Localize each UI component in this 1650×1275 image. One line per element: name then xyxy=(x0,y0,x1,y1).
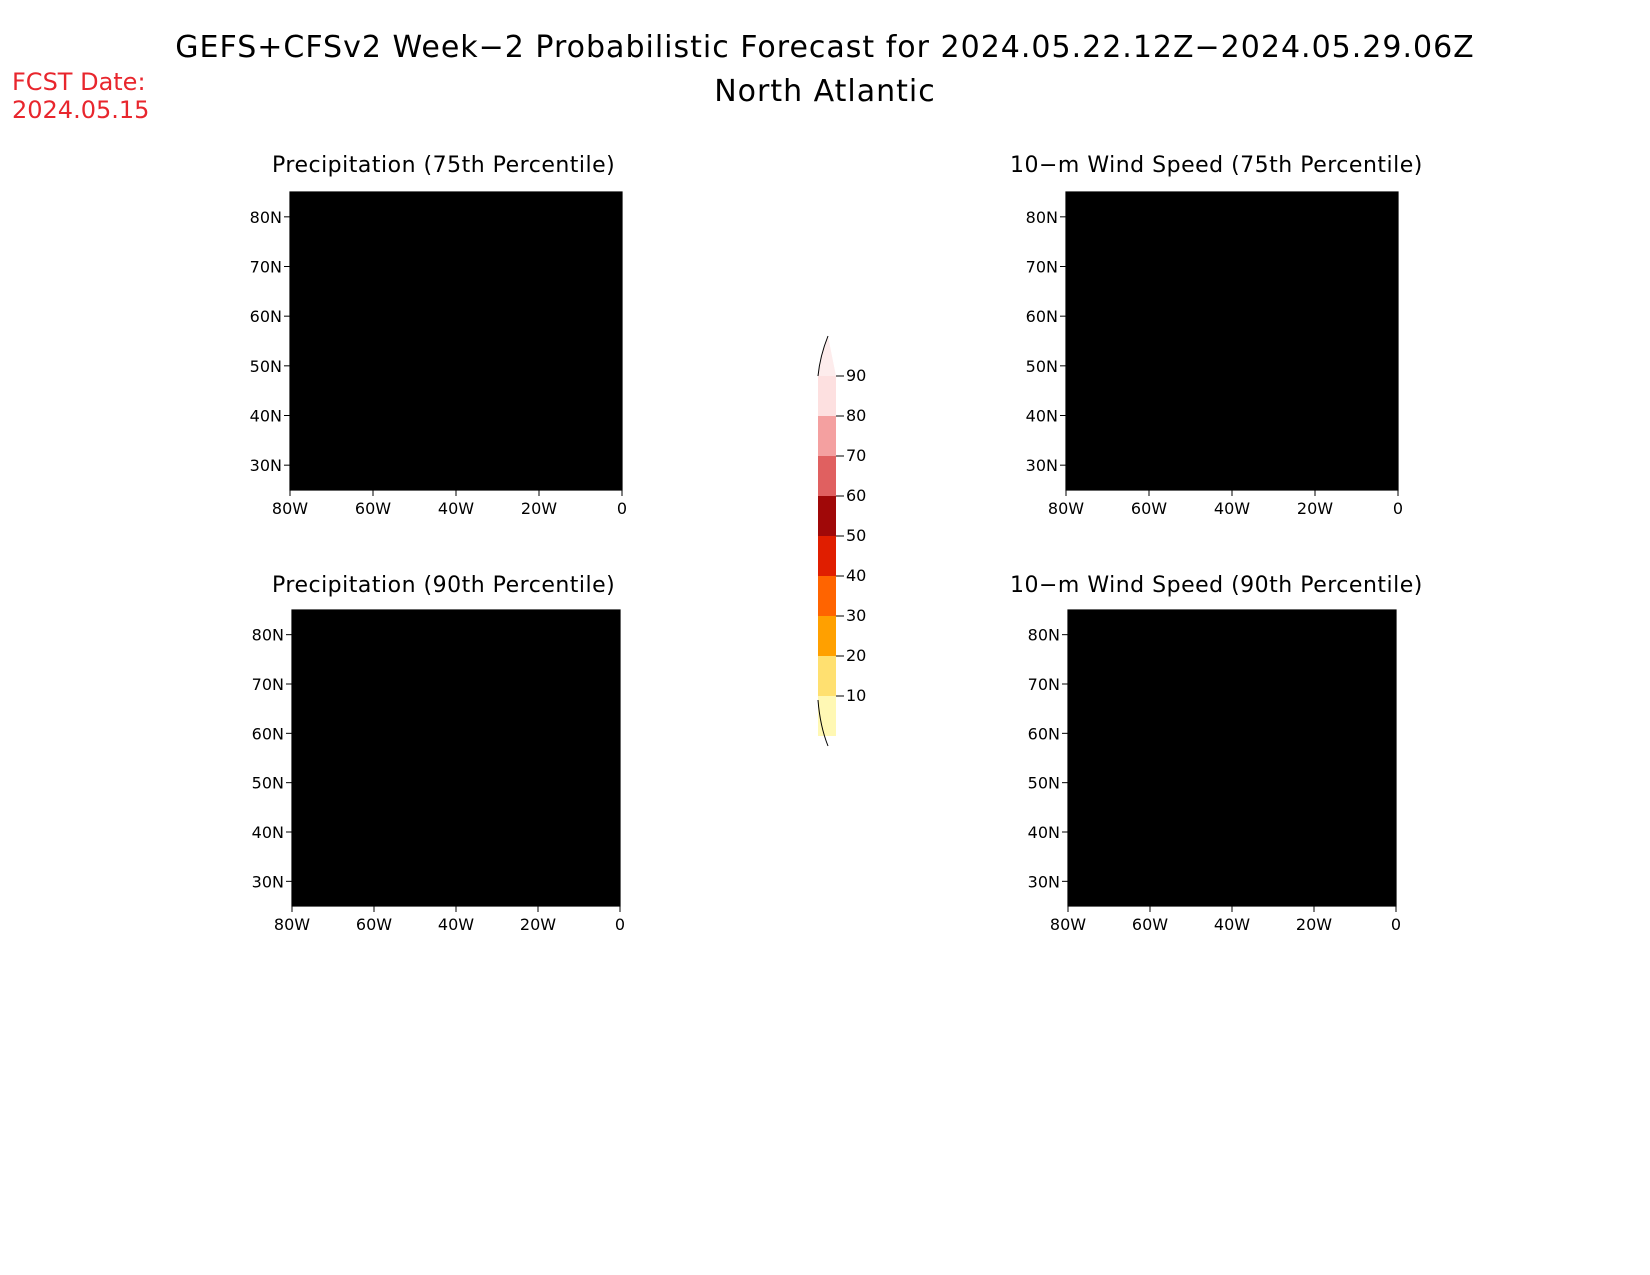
lat-tick-label: 40N xyxy=(1028,823,1060,842)
lat-tick-label: 30N xyxy=(250,456,282,475)
coastline-iberia xyxy=(1345,389,1398,490)
lat-tick-label: 70N xyxy=(252,675,284,694)
lon-tick-label: 0 xyxy=(617,499,627,518)
shading-wind75 xyxy=(1066,192,1398,490)
lat-tick-label: 40N xyxy=(1026,407,1058,426)
lat-tick-label: 80N xyxy=(252,626,284,645)
lat-tick-label: 30N xyxy=(1028,872,1060,891)
lat-tick-label: 50N xyxy=(1026,357,1058,376)
lon-tick-label: 80W xyxy=(1048,499,1084,518)
lon-tick-label: 40W xyxy=(1214,499,1250,518)
lat-tick-label: 60N xyxy=(1028,724,1060,743)
coastline-iberia xyxy=(1344,805,1396,906)
lat-tick-label: 50N xyxy=(250,357,282,376)
lat-tick-label: 30N xyxy=(252,872,284,891)
lon-tick-label: 20W xyxy=(520,915,556,934)
coastline-newfoundland xyxy=(356,362,383,383)
panel-title-precip75: Precipitation (75th Percentile) xyxy=(272,153,616,178)
lon-tick-label: 0 xyxy=(1391,915,1401,934)
map-panel-wind75: 80W 60W 40W 20W 0 80N 70N 60N 50N 40N 30N xyxy=(1026,191,1403,518)
colorbar-segment xyxy=(818,616,836,656)
lat-tick-label: 70N xyxy=(1028,675,1060,694)
colorbar-label: 10 xyxy=(846,686,866,705)
coastline-newfoundland xyxy=(1134,779,1160,800)
colorbar-segment xyxy=(818,656,836,696)
lat-tick-label: 60N xyxy=(252,724,284,743)
lon-tick-label: 40W xyxy=(438,915,474,934)
region-subtitle: North Atlantic xyxy=(714,74,936,109)
lon-tick-label: 40W xyxy=(1214,915,1250,934)
main-title: GEFS+CFSv2 Week−2 Probabilistic Forecast… xyxy=(175,30,1475,65)
coastlines xyxy=(1068,616,1396,906)
lon-tick-label: 20W xyxy=(1296,915,1332,934)
coastline-newfoundland xyxy=(1132,362,1159,383)
fcst-date: 2024.05.15 xyxy=(12,96,150,124)
colorbar-segment xyxy=(818,576,836,616)
lon-tick-label: 0 xyxy=(1393,499,1403,518)
lat-tick-label: 80N xyxy=(1028,626,1060,645)
coastline-newfoundland xyxy=(358,779,384,800)
colorbar-label: 40 xyxy=(846,566,866,585)
lat-tick-label: 70N xyxy=(1026,258,1058,277)
colorbar-segment xyxy=(818,496,836,536)
lat-tick-label: 60N xyxy=(250,307,282,326)
lon-tick-label: 80W xyxy=(272,499,308,518)
colorbar-segment xyxy=(818,696,836,736)
lat-tick-label: 70N xyxy=(250,258,282,277)
lat-tick-label: 50N xyxy=(1028,774,1060,793)
lon-tick-label: 60W xyxy=(355,499,391,518)
colorbar-segment xyxy=(818,416,836,456)
lon-tick-label: 60W xyxy=(1131,499,1167,518)
coastline-iberia xyxy=(569,389,622,490)
colorbar-segment xyxy=(818,536,836,576)
panel-title-wind90: 10−m Wind Speed (90th Percentile) xyxy=(1010,573,1423,598)
coastlines xyxy=(292,616,620,906)
coastline-iberia xyxy=(568,805,620,906)
coastlines xyxy=(1066,198,1398,490)
shading-precip75 xyxy=(290,192,622,490)
map-panel-precip75: 80W 60W 40W 20W 0 80N 70N 60N 50N 40N 30N xyxy=(250,191,627,518)
colorbar-label: 60 xyxy=(846,486,866,505)
lat-tick-label: 40N xyxy=(250,407,282,426)
lat-tick-label: 30N xyxy=(1026,456,1058,475)
lon-tick-label: 20W xyxy=(521,499,557,518)
colorbar-legend: 90 80 70 60 50 40 30 20 10 xyxy=(817,335,866,747)
lat-tick-label: 40N xyxy=(252,823,284,842)
panel-title-wind75: 10−m Wind Speed (75th Percentile) xyxy=(1010,153,1423,178)
lon-tick-label: 40W xyxy=(438,499,474,518)
colorbar-top-cap xyxy=(818,336,836,376)
lat-tick-label: 80N xyxy=(250,208,282,227)
colorbar-top-cap-edge xyxy=(817,335,829,377)
colorbar-label: 80 xyxy=(846,406,866,425)
lon-tick-label: 60W xyxy=(1132,915,1168,934)
map-layer: 80W 60W 40W 20W 0 80N 70N 60N 50N 40N 30N 80W 60W 40W… xyxy=(250,191,1403,934)
colorbar-label: 20 xyxy=(846,646,866,665)
colorbar-label: 70 xyxy=(846,446,866,465)
lat-tick-label: 50N xyxy=(252,774,284,793)
lon-tick-label: 0 xyxy=(615,915,625,934)
shading-precip90 xyxy=(292,610,620,906)
fcst-label: FCST Date: xyxy=(12,68,146,96)
colorbar-label: 90 xyxy=(846,366,866,385)
coastlines xyxy=(290,198,622,490)
lon-tick-label: 60W xyxy=(356,915,392,934)
lon-tick-label: 80W xyxy=(1050,915,1086,934)
lon-tick-label: 80W xyxy=(274,915,310,934)
colorbar-label: 50 xyxy=(846,526,866,545)
shading-wind90 xyxy=(1068,610,1396,906)
colorbar-segment xyxy=(818,376,836,416)
lon-tick-label: 20W xyxy=(1297,499,1333,518)
lat-tick-label: 60N xyxy=(1026,307,1058,326)
colorbar-label: 30 xyxy=(846,606,866,625)
lat-tick-label: 80N xyxy=(1026,208,1058,227)
map-panel-wind90: 80W 60W 40W 20W 0 80N 70N 60N 50N 40N 30N xyxy=(1028,609,1401,934)
colorbar-segment xyxy=(818,456,836,496)
map-panel-precip90: 80W 60W 40W 20W 0 80N 70N 60N 50N 40N 30N xyxy=(252,609,625,934)
fcst-date-label: FCST Date: 2024.05.15 xyxy=(12,68,149,124)
colorbar-bottom-cap xyxy=(817,699,829,747)
panel-title-precip90: Precipitation (90th Percentile) xyxy=(272,573,616,598)
